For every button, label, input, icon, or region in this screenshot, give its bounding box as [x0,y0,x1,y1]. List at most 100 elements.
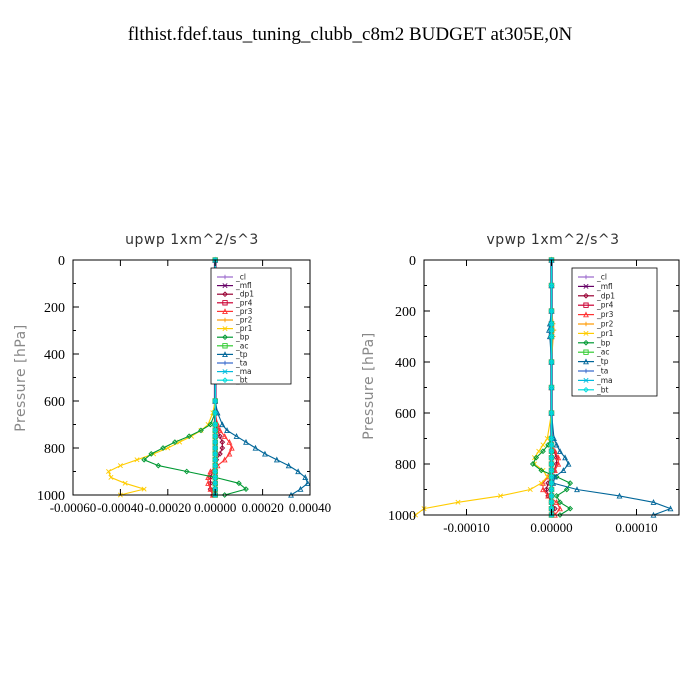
y-tick-label: 600 [395,407,416,422]
axis-ticks: 0 200 400 600 800 1000 -0.00010 0.00000 0.00010 [388,254,679,535]
legend-label: _bt [596,385,609,394]
data-point-bt [548,499,555,506]
data-point-pr3 [207,468,214,475]
y-tick-label: 0 [58,254,65,269]
data-point-pr1 [412,512,419,518]
legend-label: _pr2 [235,316,253,325]
legend-label: _tp [235,350,248,359]
data-point-pr3 [228,444,235,451]
legend-marker [583,386,589,393]
data-point-tp [243,438,249,445]
x-tick-label: 0.00010 [615,520,657,535]
data-point-bt [212,492,219,498]
data-point-bp [155,462,162,469]
legend-box [571,267,658,397]
data-point-bt [212,421,219,428]
data-point-pr3 [557,505,563,512]
data-point-bt [548,493,555,499]
data-point-tp [252,444,259,451]
data-point-bt [212,439,219,445]
data-point-bt [212,462,219,469]
y-tick-label: 200 [395,305,416,320]
legend-label: _tp [596,357,609,366]
data-point-dp1 [219,439,226,445]
data-point-bt [548,467,555,474]
data-point-tp [562,454,569,461]
data-point-tp [273,456,280,463]
data-point-tp [560,467,567,474]
data-point-bp [567,505,574,512]
y-tick-label: 400 [395,356,416,371]
data-point-pr1 [527,486,533,493]
data-point-bp [172,439,178,445]
figure-title: flthist.fdef.taus_tuning_clubb_c8m2 BUDG… [128,24,573,45]
data-point-bt [212,474,219,481]
legend-marker [222,300,228,306]
data-point-pr1 [455,499,461,505]
legend-label: _ta [596,367,608,376]
y-tick-label: 800 [44,442,65,457]
data-point-pr3 [226,438,233,445]
legend-marker [222,283,228,289]
data-point-pr3 [221,456,228,463]
data-point-bp [221,492,228,498]
data-point-pr1 [536,448,542,454]
series-line-pr1 [107,260,216,496]
data-point-bt [548,512,555,518]
y-tick-label: 800 [395,458,416,473]
legend-label: _dp1 [596,291,615,300]
data-point-pr3 [205,474,212,481]
data-point-bp [198,427,204,434]
data-point-pr3 [205,480,212,486]
legend-label: _ta [235,359,247,368]
data-point-bp [148,451,155,457]
data-point-pr3 [555,454,562,461]
data-point-bt [548,327,555,333]
legend-marker [583,330,589,336]
data-point-tp [262,450,268,457]
data-point-pr1 [544,474,550,480]
legend: _cl_mfl_dp1_pr4_pr3_pr2_pr1_bp_ac_tp_ta_… [571,267,658,397]
legend-label: _pr1 [235,324,253,333]
data-point-tp [565,460,572,467]
data-point-bt [548,333,555,340]
legend-marker [583,358,589,365]
y-tick-label: 400 [44,348,65,363]
series-line-tp [548,260,673,516]
legend-marker [583,349,589,355]
y-axis-label: Pressure [hPa] [361,332,377,439]
legend-label: _ac [235,341,248,350]
plot-area [106,256,311,498]
legend: _cl_mfl_dp1_pr4_pr3_pr2_pr1_bp_ac_tp_ta_… [210,267,292,385]
x-tick-label: 0.00000 [194,500,236,515]
data-point-pr3 [226,450,233,457]
data-point-dp1 [219,445,226,451]
data-point-pr1 [497,493,504,499]
legend-label: _ma [235,367,252,376]
panel-title: upwp 1xm^2/s^3 [125,232,259,248]
data-point-bt [548,461,555,467]
data-point-tp [285,462,292,469]
data-point-bp [540,448,546,455]
x-tick-label: 0.00020 [241,500,283,515]
data-point-tp [295,468,302,475]
data-point-bt [548,473,555,480]
legend-marker [222,334,228,341]
data-point-bt [548,308,555,314]
data-point-pr3 [540,486,546,493]
data-point-pr1 [117,463,123,469]
legend-label: _bp [235,333,250,342]
data-point-bp [533,454,540,461]
data-point-pr3 [555,460,562,467]
legend-label: _pr4 [235,298,253,307]
data-point-bt [548,454,555,461]
data-point-bp [557,512,563,518]
data-point-bt [548,359,555,365]
data-point-bp [557,499,563,506]
legend-label: _ac [596,348,609,357]
data-point-bt [212,445,219,451]
data-point-bp [236,480,242,487]
data-point-bt [212,480,219,487]
legend-marker [583,283,589,289]
